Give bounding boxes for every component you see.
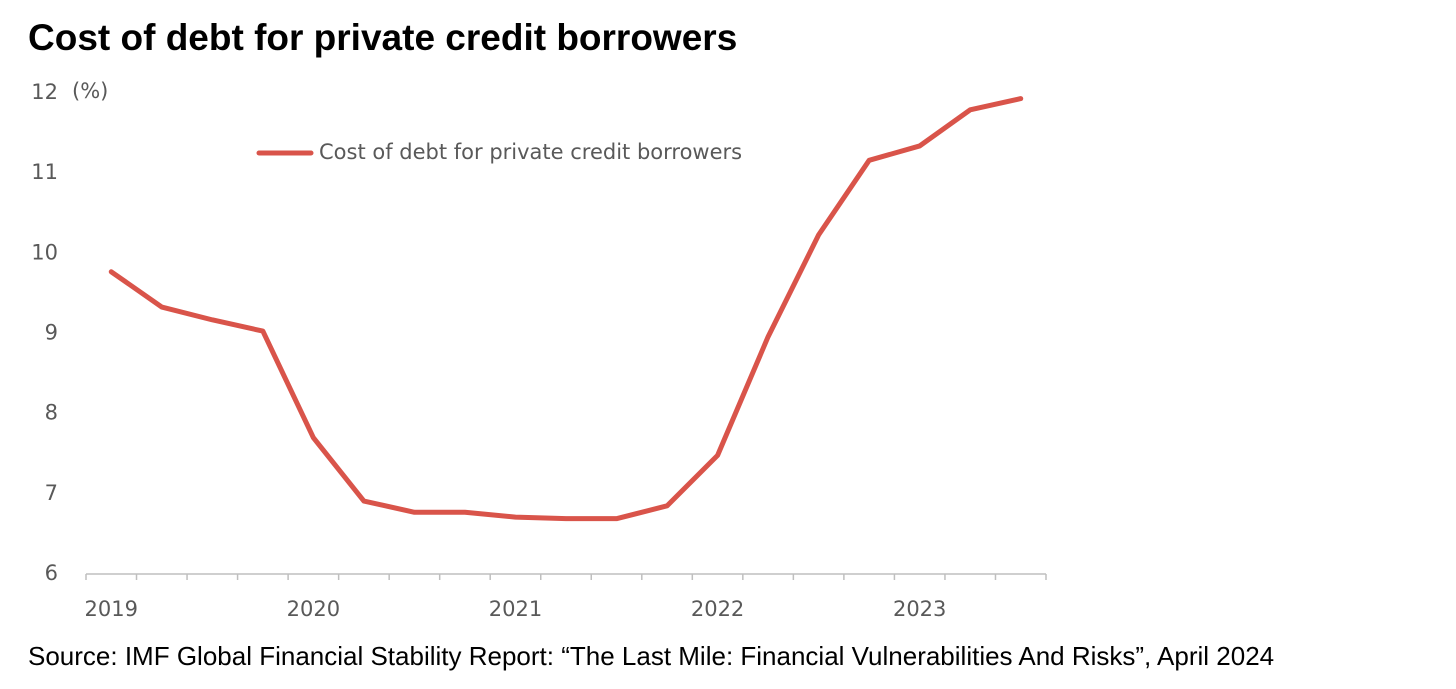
data-line [108,96,1024,522]
x-tick-label: 2021 [489,597,542,621]
x-tick-label: 2019 [85,597,138,621]
y-tick-label: 8 [45,401,58,425]
y-tick-label: 6 [45,561,58,585]
y-unit: (%) [72,79,108,103]
x-tick-label: 2023 [893,597,946,621]
chart-title: Cost of debt for private credit borrower… [28,17,737,58]
source-note: Source: IMF Global Financial Stability R… [28,641,1274,671]
legend-label: Cost of debt for private credit borrower… [319,140,742,164]
y-tick-label: 11 [31,160,58,184]
x-tick-label: 2020 [287,597,340,621]
y-tick-label: 10 [31,240,58,264]
x-tick-label: 2022 [691,597,744,621]
y-tick-label: 9 [45,321,58,345]
y-tick-label: 7 [45,481,58,505]
y-tick-label: 12 [31,80,58,104]
